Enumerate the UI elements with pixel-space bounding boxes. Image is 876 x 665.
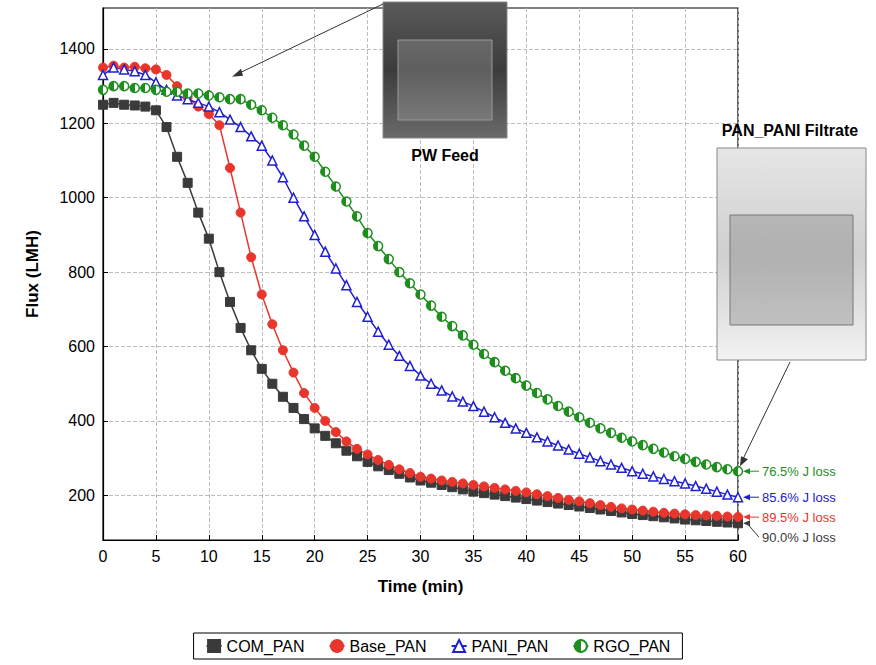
svg-text:Flux (LMH): Flux (LMH) [23, 230, 42, 318]
svg-text:Time (min): Time (min) [378, 577, 464, 596]
svg-text:10: 10 [200, 548, 218, 565]
svg-text:PANI_PAN: PANI_PAN [472, 638, 549, 656]
svg-text:200: 200 [68, 487, 95, 504]
svg-text:55: 55 [676, 548, 694, 565]
svg-text:RGO_PAN: RGO_PAN [593, 638, 670, 656]
svg-text:1400: 1400 [59, 40, 95, 57]
svg-text:30: 30 [412, 548, 430, 565]
svg-text:5: 5 [151, 548, 160, 565]
svg-text:Base_PAN: Base_PAN [350, 638, 427, 656]
svg-text:1200: 1200 [59, 115, 95, 132]
svg-text:COM_PAN: COM_PAN [227, 638, 305, 656]
svg-text:PW Feed: PW Feed [411, 147, 479, 164]
svg-text:0: 0 [99, 548, 108, 565]
svg-text:40: 40 [517, 548, 535, 565]
svg-text:PAN_PANI Filtrate: PAN_PANI Filtrate [722, 122, 858, 139]
svg-text:85.6% J loss: 85.6% J loss [762, 490, 836, 505]
svg-text:20: 20 [306, 548, 324, 565]
svg-text:50: 50 [623, 548, 641, 565]
svg-text:400: 400 [68, 412, 95, 429]
svg-text:1000: 1000 [59, 189, 95, 206]
svg-text:800: 800 [68, 264, 95, 281]
svg-text:45: 45 [570, 548, 588, 565]
svg-text:600: 600 [68, 338, 95, 355]
svg-text:35: 35 [465, 548, 483, 565]
svg-text:25: 25 [359, 548, 377, 565]
svg-text:76.5% J loss: 76.5% J loss [762, 464, 836, 479]
svg-text:15: 15 [253, 548, 271, 565]
svg-text:90.0% J loss: 90.0% J loss [762, 530, 836, 545]
svg-text:60: 60 [729, 548, 747, 565]
svg-text:89.5% J loss: 89.5% J loss [762, 510, 836, 525]
